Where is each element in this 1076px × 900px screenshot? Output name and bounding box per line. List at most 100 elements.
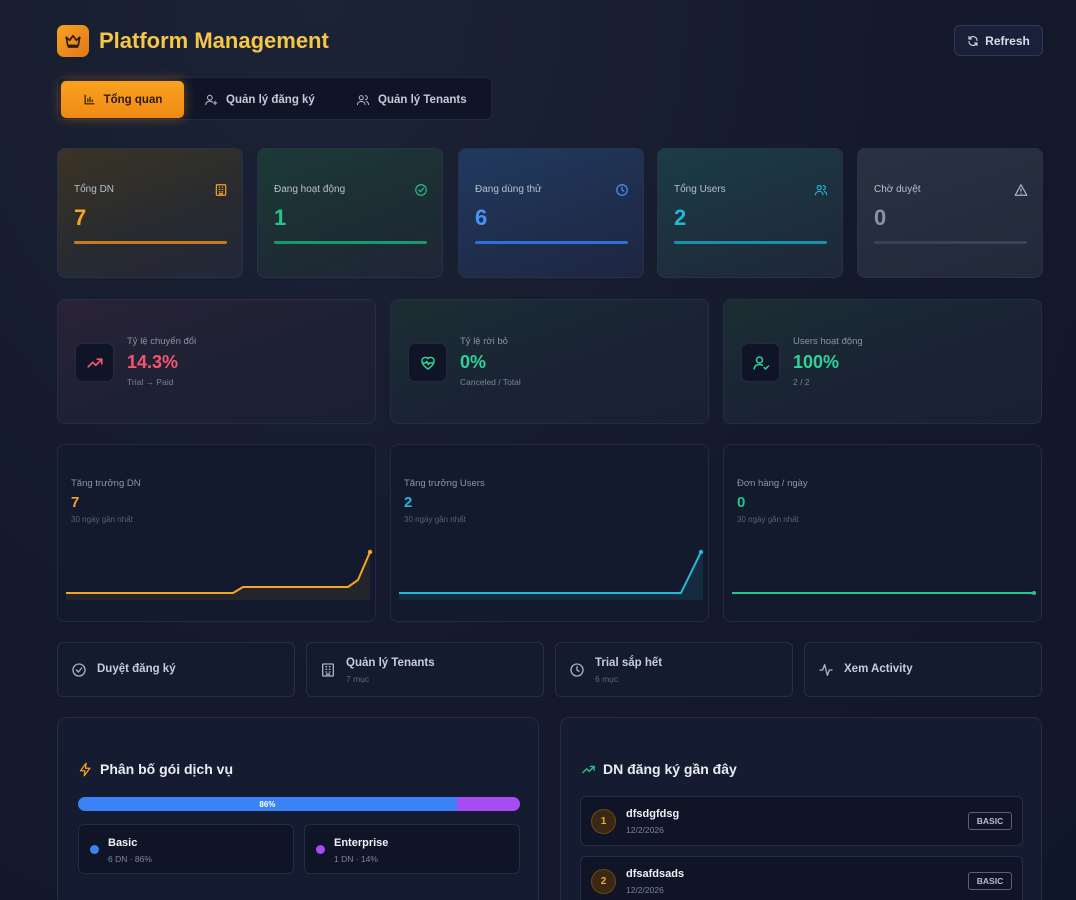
- registration-date: 12/2/2026: [626, 825, 664, 835]
- stat-bar: [874, 241, 1027, 244]
- activity-icon: [819, 664, 833, 676]
- tab-tenants[interactable]: Quản lý Tenants: [338, 81, 485, 118]
- spark-card-orders: Đơn hàng / ngày 0 30 ngày gần nhất: [723, 444, 1042, 622]
- plan-item-basic: Basic 6 DN · 86%: [78, 824, 294, 874]
- stat-label: Đang dùng thử: [475, 184, 542, 195]
- plan-badge: BASIC: [968, 812, 1012, 830]
- spark-chart-orders: [732, 591, 1036, 595]
- crown-icon: [57, 25, 89, 57]
- action-label: Quản lý Tenants: [346, 657, 435, 669]
- warning-icon: [1014, 184, 1028, 196]
- spark-value: 7: [71, 494, 80, 511]
- stat-card-users: Tổng Users 2: [657, 148, 843, 278]
- list-item[interactable]: 2 dfsafdsads 12/2/2026 BASIC: [580, 856, 1023, 900]
- check-circle-icon: [72, 663, 86, 677]
- metric-card-churn: Tỷ lệ rời bỏ 0% Canceled / Total: [390, 299, 709, 424]
- action-label: Trial sắp hết: [595, 657, 663, 669]
- header: Platform Management Refresh: [57, 25, 1043, 57]
- spark-label: Tăng trưởng DN: [71, 478, 141, 489]
- action-manage-tenants[interactable]: Quản lý Tenants 7 mục: [306, 642, 544, 697]
- spark-card-user-growth: Tăng trưởng Users 2 30 ngày gần nhất: [390, 444, 709, 622]
- spark-sub: 30 ngày gần nhất: [404, 515, 466, 524]
- heart-pulse-icon: [408, 343, 447, 382]
- plan-item-enterprise: Enterprise 1 DN · 14%: [304, 824, 520, 874]
- plan-name: Basic: [108, 837, 138, 849]
- plan-badge: BASIC: [968, 872, 1012, 890]
- stat-value: 0: [874, 205, 887, 230]
- stat-value: 1: [274, 205, 287, 230]
- refresh-button[interactable]: Refresh: [954, 25, 1043, 56]
- trending-up-icon: [582, 765, 595, 773]
- trending-up-icon: [75, 343, 114, 382]
- company-name: dfsdgfdsg: [626, 808, 680, 820]
- metric-value: 100%: [793, 352, 840, 372]
- action-label: Duyệt đăng ký: [97, 663, 176, 675]
- spark-sub: 30 ngày gần nhất: [71, 515, 133, 524]
- clock-icon: [616, 184, 628, 196]
- distribution-segment-basic: 86%: [78, 797, 457, 811]
- distribution-bar: 86%: [78, 797, 520, 811]
- stat-bar: [274, 241, 427, 244]
- action-trial-expiring[interactable]: Trial sắp hết 6 mục: [555, 642, 793, 697]
- action-sub: 6 mục: [595, 674, 619, 684]
- plan-color-dot: [90, 845, 99, 854]
- action-view-activity[interactable]: Xem Activity: [804, 642, 1042, 697]
- rank-badge: 1: [591, 809, 616, 834]
- stat-label: Đang hoạt động: [274, 184, 346, 195]
- metric-label: Users hoạt động: [793, 336, 863, 347]
- panel-title-text: DN đăng ký gần đây: [603, 761, 737, 777]
- plan-distribution-panel: Phân bố gói dịch vụ 86% Basic 6 DN · 86%…: [57, 717, 539, 900]
- plan-meta: 6 DN · 86%: [108, 854, 152, 864]
- tab-bar: Tổng quan Quản lý đăng ký Quản lý Tenant…: [57, 77, 492, 120]
- user-check-icon: [741, 343, 780, 382]
- metric-card-active-users: Users hoạt động 100% 2 / 2: [723, 299, 1042, 424]
- panel-title: Phân bố gói dịch vụ: [78, 761, 233, 777]
- list-item[interactable]: 1 dfsdgfdsg 12/2/2026 BASIC: [580, 796, 1023, 846]
- action-approve-registrations[interactable]: Duyệt đăng ký: [57, 642, 295, 697]
- spark-label: Đơn hàng / ngày: [737, 478, 808, 489]
- registration-date: 12/2/2026: [626, 885, 664, 895]
- stat-card-trial: Đang dùng thử 6: [458, 148, 644, 278]
- panel-title: DN đăng ký gần đây: [581, 761, 737, 777]
- stat-label: Chờ duyệt: [874, 184, 921, 195]
- lightning-icon: [79, 762, 91, 776]
- tab-label: Quản lý đăng ký: [226, 93, 315, 106]
- metric-card-conversion: Tỷ lệ chuyển đổi 14.3% Trial → Paid: [57, 299, 376, 424]
- stat-card-pending: Chờ duyệt 0: [857, 148, 1043, 278]
- plan-name: Enterprise: [334, 837, 389, 849]
- users-icon: [814, 185, 828, 196]
- spark-card-dn-growth: Tăng trưởng DN 7 30 ngày gần nhất: [57, 444, 376, 622]
- users-icon: [356, 94, 370, 105]
- rank-badge: 2: [591, 869, 616, 894]
- spark-sub: 30 ngày gần nhất: [737, 515, 799, 524]
- stat-value: 7: [74, 205, 87, 230]
- metric-sub: 2 / 2: [793, 377, 810, 387]
- stat-label: Tổng Users: [674, 184, 726, 195]
- stat-value: 6: [475, 205, 488, 230]
- spark-label: Tăng trưởng Users: [404, 478, 485, 489]
- recent-registrations-panel: DN đăng ký gần đây 1 dfsdgfdsg 12/2/2026…: [560, 717, 1042, 900]
- stat-bar: [475, 241, 628, 244]
- stat-card-active: Đang hoạt động 1: [257, 148, 443, 278]
- page-title: Platform Management: [99, 28, 329, 53]
- stat-label: Tổng DN: [74, 184, 115, 195]
- action-label: Xem Activity: [844, 663, 913, 675]
- spark-value: 0: [737, 494, 746, 511]
- action-sub: 7 mục: [346, 674, 370, 684]
- stat-bar: [74, 241, 227, 244]
- metric-label: Tỷ lệ rời bỏ: [460, 336, 508, 347]
- building-icon: [322, 663, 334, 677]
- distribution-segment-enterprise: [456, 797, 520, 811]
- refresh-icon: [968, 35, 978, 46]
- tab-overview[interactable]: Tổng quan: [61, 81, 184, 118]
- metric-sub: Trial → Paid: [127, 377, 174, 387]
- plan-meta: 1 DN · 14%: [334, 854, 378, 864]
- panel-title-text: Phân bố gói dịch vụ: [100, 761, 233, 777]
- stat-card-total-dn: Tổng DN 7: [57, 148, 243, 278]
- check-circle-icon: [415, 184, 427, 196]
- metric-label: Tỷ lệ chuyển đổi: [127, 336, 197, 347]
- tab-label: Quản lý Tenants: [378, 93, 467, 106]
- spark-chart-users: [399, 549, 704, 600]
- tab-registrations[interactable]: Quản lý đăng ký: [186, 81, 333, 118]
- metric-value: 14.3%: [127, 352, 179, 372]
